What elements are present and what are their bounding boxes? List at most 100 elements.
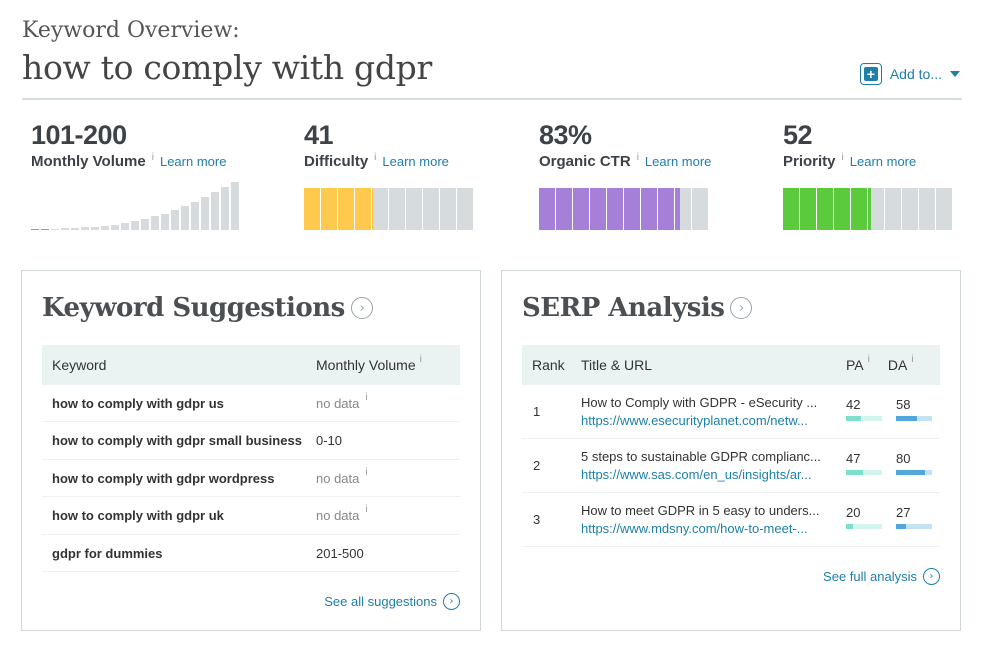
see-full-label: See full analysis: [823, 569, 917, 584]
chevron-right-circle-icon[interactable]: ›: [350, 297, 373, 319]
see-all-suggestions-link[interactable]: See all suggestions ›: [324, 593, 460, 610]
serp-url-link[interactable]: https://www.sas.com/en_us/insights/ar...: [581, 467, 812, 482]
page-subtitle: Keyword Overview:: [22, 18, 240, 43]
serp-row[interactable]: 1 How to Comply with GDPR - eSecurity ...…: [522, 385, 940, 439]
ctr-score-bar: [539, 188, 709, 230]
add-to-button[interactable]: + Add to...: [859, 63, 960, 85]
learn-more-link[interactable]: Learn more: [159, 154, 227, 169]
suggestion-keyword[interactable]: how to comply with gdpr uk: [52, 508, 224, 523]
volume-bar: [121, 223, 129, 230]
volume-bar: [211, 192, 219, 230]
score-segment: [321, 188, 337, 230]
priority-score-bar: [783, 188, 953, 230]
card-title-text: Keyword Suggestions: [42, 293, 345, 323]
suggestion-row[interactable]: how to comply with gdpr us no data i: [42, 385, 460, 422]
volume-bar: [201, 197, 209, 230]
volume-bar: [71, 228, 79, 230]
info-icon[interactable]: i: [365, 391, 368, 403]
serp-pa-bar: [846, 416, 882, 421]
serp-url-link[interactable]: https://www.mdsny.com/how-to-meet-...: [581, 521, 808, 536]
suggestion-volume: no data: [316, 470, 360, 486]
info-icon[interactable]: i: [374, 152, 377, 163]
serp-table-header: Rank Title & URL PA i DA i: [522, 345, 940, 385]
suggestion-volume: no data: [316, 395, 360, 411]
score-segment: [885, 188, 901, 230]
score-segment: [834, 188, 850, 230]
serp-rank: 1: [533, 404, 541, 419]
volume-bar: [171, 210, 179, 230]
serp-pa-fill: [846, 416, 862, 421]
suggestion-keyword[interactable]: gdpr for dummies: [52, 545, 163, 561]
score-segment: [355, 188, 371, 230]
score-segment: [556, 188, 572, 230]
info-icon[interactable]: i: [636, 152, 639, 163]
info-icon[interactable]: i: [365, 466, 368, 478]
score-segment: [304, 188, 320, 230]
suggestion-row[interactable]: how to comply with gdpr small business 0-…: [42, 423, 460, 460]
volume-history-chart: [31, 182, 241, 230]
caret-down-icon: [950, 71, 960, 77]
info-icon[interactable]: i: [841, 152, 844, 163]
learn-more-link[interactable]: Learn more: [382, 154, 449, 169]
score-segment: [624, 188, 640, 230]
score-segment: [851, 188, 867, 230]
volume-bar: [111, 225, 119, 230]
serp-pa-fill: [846, 470, 863, 475]
score-segment: [590, 188, 606, 230]
suggestion-volume: 201-500: [316, 545, 364, 561]
suggestion-keyword[interactable]: how to comply with gdpr wordpress: [52, 470, 275, 486]
info-icon[interactable]: i: [419, 353, 422, 365]
serp-da-fill: [896, 416, 917, 421]
info-icon[interactable]: i: [867, 353, 870, 365]
suggestion-keyword[interactable]: how to comply with gdpr small business: [52, 433, 302, 448]
serp-rank: 2: [533, 458, 541, 473]
serp-analysis-title[interactable]: SERP Analysis ›: [522, 293, 753, 323]
score-segment: [440, 188, 456, 230]
serp-da-bar: [896, 470, 932, 475]
serp-da-bar: [896, 416, 932, 421]
col-da: DA: [887, 357, 908, 373]
metric-monthly-volume: 101-200 Monthly Volume i Learn more: [31, 120, 239, 230]
suggestion-row[interactable]: how to comply with gdpr wordpress no data…: [42, 460, 460, 497]
metric-label: Difficulty: [304, 153, 369, 170]
serp-url-link[interactable]: https://www.esecurityplanet.com/netw...: [581, 413, 808, 428]
serp-da-bar: [896, 524, 932, 529]
score-segment: [675, 188, 691, 230]
suggestion-keyword[interactable]: how to comply with gdpr us: [52, 395, 224, 411]
score-segment: [902, 188, 918, 230]
score-segment: [372, 188, 388, 230]
score-segment: [406, 188, 422, 230]
learn-more-link[interactable]: Learn more: [644, 154, 712, 169]
see-full-analysis-link[interactable]: See full analysis ›: [823, 568, 940, 585]
serp-pa-value: 47: [846, 451, 861, 466]
page-title: how to comply with gdpr: [22, 48, 432, 87]
info-icon[interactable]: i: [151, 152, 154, 163]
suggestion-row[interactable]: gdpr for dummies 201-500: [42, 535, 460, 572]
learn-more-link[interactable]: Learn more: [849, 154, 917, 169]
score-segment: [338, 188, 354, 230]
serp-pa-value: 20: [846, 505, 861, 520]
metric-label: Monthly Volume: [31, 153, 146, 170]
keyword-suggestions-title[interactable]: Keyword Suggestions ›: [42, 293, 373, 323]
score-segment: [573, 188, 589, 230]
chevron-right-circle-icon[interactable]: ›: [730, 297, 753, 319]
serp-row[interactable]: 2 5 steps to sustainable GDPR complianc..…: [522, 439, 940, 493]
volume-bar: [181, 206, 189, 230]
score-segment: [783, 188, 799, 230]
metric-difficulty: 41 Difficulty i Learn more: [304, 120, 473, 230]
suggestion-row[interactable]: how to comply with gdpr uk no data i: [42, 498, 460, 535]
serp-row[interactable]: 3 How to meet GDPR in 5 easy to unders...…: [522, 493, 940, 547]
score-segment: [936, 188, 952, 230]
serp-title: How to meet GDPR in 5 easy to unders...: [581, 503, 820, 518]
info-icon[interactable]: i: [911, 353, 914, 365]
volume-bar: [81, 227, 89, 230]
info-icon[interactable]: i: [365, 504, 368, 515]
col-keyword: Keyword: [52, 357, 107, 373]
volume-bar: [101, 226, 109, 230]
serp-da-value: 80: [896, 451, 911, 466]
add-to-label: Add to...: [889, 66, 942, 82]
metric-organic-ctr: 83% Organic CTR i Learn more: [539, 120, 712, 230]
serp-pa-value: 42: [846, 397, 861, 412]
suggestion-volume: no data: [316, 508, 360, 523]
serp-da-fill: [896, 470, 925, 475]
